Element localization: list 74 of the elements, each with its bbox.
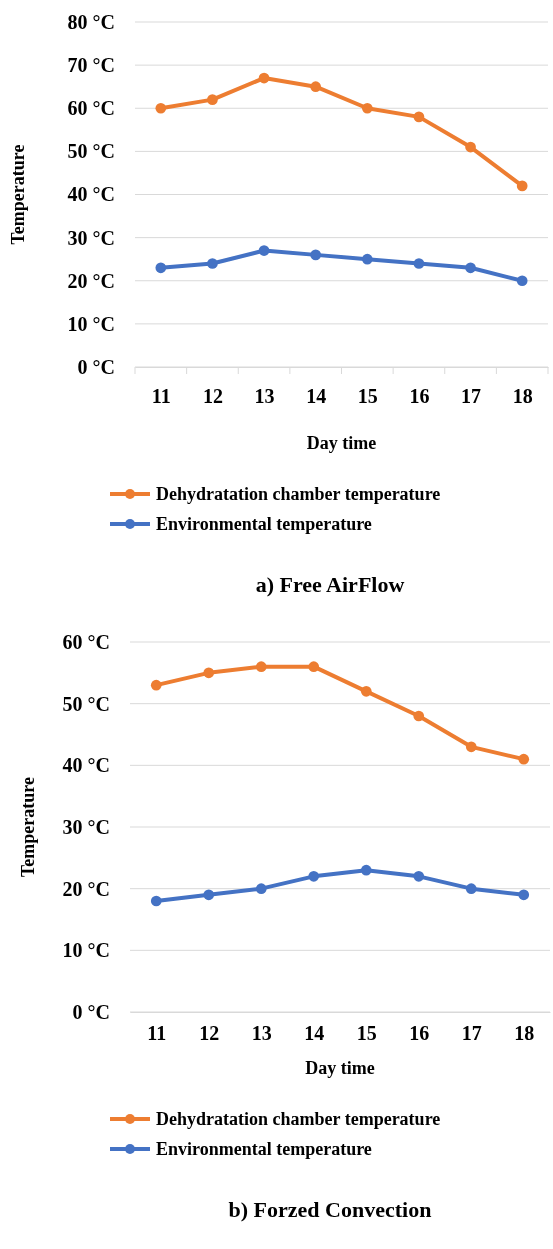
x-tick-label: 18: [512, 385, 533, 408]
point: [413, 258, 425, 269]
x-tick-label: 16: [409, 1022, 430, 1045]
point: [155, 102, 167, 114]
legend-label: Dehydratation chamber temperature: [156, 484, 441, 504]
point: [255, 661, 267, 673]
point: [516, 180, 528, 192]
y-axis-title: Temperature: [8, 144, 28, 245]
point: [258, 72, 270, 84]
point: [413, 710, 425, 722]
x-tick-label: 13: [254, 385, 275, 408]
point: [308, 870, 320, 882]
x-tick-label: 11: [151, 385, 171, 408]
x-tick-label: 15: [356, 1022, 377, 1045]
x-tick-label: 12: [202, 385, 223, 408]
point: [516, 275, 528, 287]
y-tick-label: 30 °C: [62, 815, 110, 838]
legend-label: Environmental temperature: [156, 1139, 372, 1159]
y-axis-title: Temperature: [18, 777, 38, 877]
point: [203, 667, 215, 679]
point: [255, 883, 267, 895]
y-tick-label: 60 °C: [62, 630, 110, 653]
text: b) Forzed Convection: [228, 1197, 432, 1222]
point: [465, 741, 477, 753]
y-tick-label: 50 °C: [67, 140, 115, 163]
legend-label: Dehydratation chamber temperature: [156, 1109, 441, 1129]
y-tick-label: 0 °C: [72, 1000, 110, 1023]
point: [310, 249, 322, 261]
point: [207, 94, 218, 105]
x-tick-label: 12: [199, 1022, 220, 1045]
point: [150, 679, 162, 691]
x-tick-label: 15: [357, 385, 378, 408]
point: [465, 883, 477, 895]
point: [155, 262, 167, 274]
point: [203, 889, 215, 901]
point: [360, 864, 372, 876]
point: [361, 253, 373, 265]
y-tick-label: 50 °C: [62, 692, 110, 715]
y-tick-label: 20 °C: [62, 877, 110, 900]
legend-label: Environmental temperature: [156, 514, 372, 534]
y-tick-label: 70 °C: [67, 54, 115, 77]
point: [465, 141, 476, 153]
point: [413, 870, 425, 882]
point: [258, 245, 270, 256]
x-tick-label: 16: [409, 385, 430, 408]
x-tick-label: 18: [514, 1022, 535, 1045]
point: [465, 262, 476, 274]
y-tick-label: 80 °C: [67, 10, 115, 33]
y-tick-label: 0 °C: [77, 355, 115, 378]
x-axis-title: Day time: [306, 433, 377, 453]
y-tick-label: 10 °C: [67, 312, 115, 335]
y-tick-label: 30 °C: [67, 226, 115, 249]
y-tick-label: 40 °C: [62, 754, 110, 777]
point: [207, 258, 218, 269]
point: [310, 81, 322, 93]
point: [518, 753, 530, 765]
text: a) Free AirFlow: [255, 572, 405, 597]
y-tick-label: 40 °C: [67, 183, 115, 206]
x-tick-label: 17: [461, 1022, 482, 1045]
x-axis-title: Day time: [305, 1058, 375, 1078]
x-tick-label: 14: [304, 1022, 325, 1045]
point: [413, 111, 425, 123]
point: [361, 102, 373, 114]
y-tick-label: 60 °C: [67, 97, 115, 120]
x-tick-label: 14: [306, 385, 327, 408]
point: [360, 685, 372, 697]
point: [308, 661, 320, 673]
x-tick-label: 17: [461, 385, 482, 408]
y-tick-label: 10 °C: [62, 939, 110, 962]
point: [518, 889, 530, 901]
x-tick-label: 13: [251, 1022, 272, 1045]
y-tick-label: 20 °C: [67, 269, 115, 292]
point: [150, 895, 162, 907]
x-tick-label: 11: [147, 1022, 167, 1045]
